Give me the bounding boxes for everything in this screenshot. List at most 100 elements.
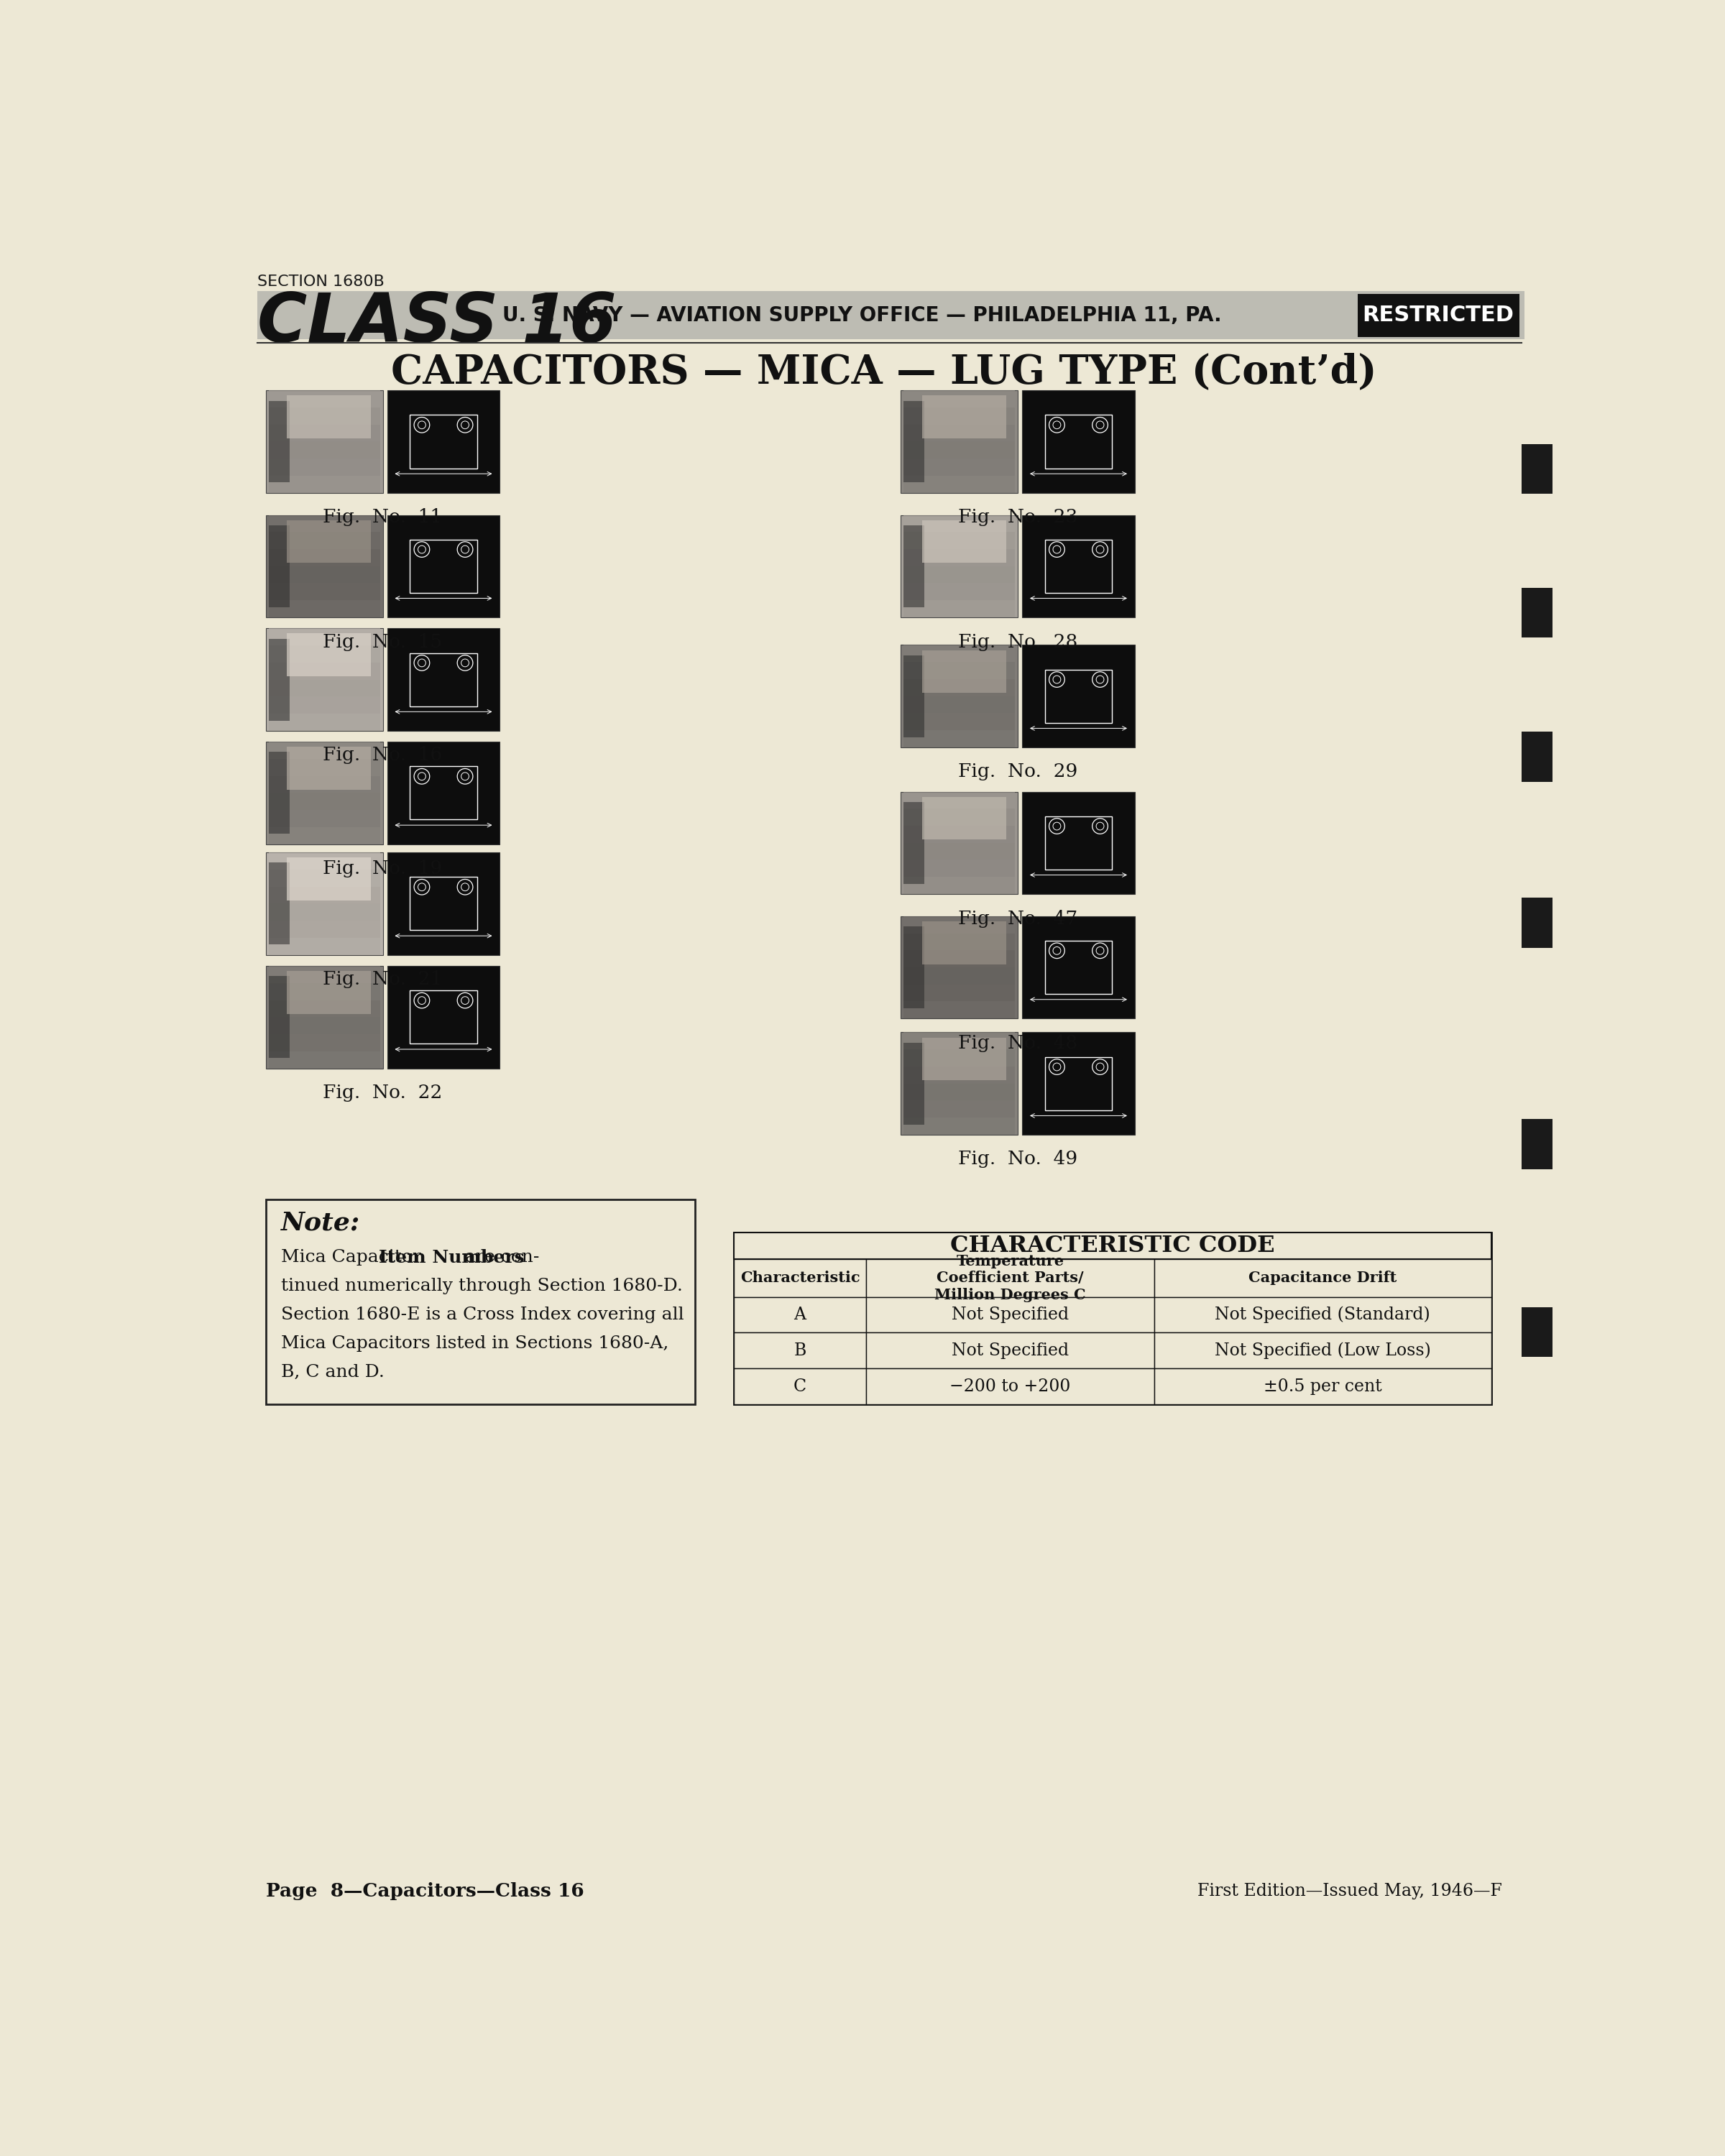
Bar bbox=[733, 1233, 1490, 1259]
Bar bbox=[269, 638, 290, 720]
Text: Page  8—Capacitors—Class 16: Page 8—Capacitors—Class 16 bbox=[266, 1882, 583, 1899]
Bar bbox=[900, 645, 1018, 748]
Text: Characteristic: Characteristic bbox=[740, 1270, 859, 1285]
Bar bbox=[900, 791, 1018, 895]
Text: Mica Capacitors listed in Sections 1680-A,: Mica Capacitors listed in Sections 1680-… bbox=[281, 1335, 669, 1352]
Bar bbox=[904, 582, 1014, 599]
Bar bbox=[286, 520, 371, 563]
Bar bbox=[904, 1067, 1014, 1084]
Bar bbox=[866, 1369, 1154, 1404]
Bar bbox=[386, 515, 500, 617]
Bar bbox=[269, 645, 380, 662]
Bar bbox=[904, 526, 925, 608]
Text: U. S. NAVY — AVIATION SUPPLY OFFICE — PHILADELPHIA 11, PA.: U. S. NAVY — AVIATION SUPPLY OFFICE — PH… bbox=[502, 306, 1221, 326]
Text: CAPACITORS — MICA — LUG TYPE (Cont’d): CAPACITORS — MICA — LUG TYPE (Cont’d) bbox=[392, 351, 1377, 392]
Bar bbox=[269, 550, 380, 567]
Bar bbox=[286, 634, 371, 677]
Bar bbox=[1154, 1259, 1490, 1298]
Text: Fig.  No.  23: Fig. No. 23 bbox=[957, 509, 1078, 526]
Bar bbox=[921, 798, 1006, 839]
Bar bbox=[1023, 916, 1135, 1018]
Bar bbox=[266, 742, 383, 845]
Bar bbox=[1045, 817, 1113, 869]
Bar bbox=[286, 746, 371, 789]
Bar bbox=[904, 927, 925, 1009]
Bar bbox=[269, 759, 380, 776]
Text: Fig.  No.  15: Fig. No. 15 bbox=[323, 634, 442, 651]
Bar bbox=[900, 1033, 1018, 1134]
Bar bbox=[900, 390, 1018, 494]
Text: Temperature
Coefficient Parts/
Million Degrees C: Temperature Coefficient Parts/ Million D… bbox=[935, 1255, 1085, 1302]
Bar bbox=[1023, 515, 1135, 617]
Bar bbox=[904, 714, 1014, 731]
Text: Capacitance Drift: Capacitance Drift bbox=[1249, 1270, 1397, 1285]
Bar bbox=[266, 390, 383, 494]
Bar bbox=[269, 515, 380, 533]
Bar bbox=[269, 442, 380, 459]
Bar bbox=[269, 776, 380, 793]
Bar bbox=[866, 1298, 1154, 1332]
Bar bbox=[269, 852, 380, 869]
Bar bbox=[1521, 897, 1552, 949]
Bar bbox=[386, 852, 500, 955]
Bar bbox=[269, 390, 380, 407]
Bar bbox=[904, 407, 1014, 425]
Bar bbox=[900, 916, 1018, 1018]
Text: Fig.  No.  28: Fig. No. 28 bbox=[957, 634, 1078, 651]
Bar bbox=[904, 515, 1014, 533]
Bar bbox=[411, 414, 478, 468]
Bar bbox=[386, 627, 500, 731]
Bar bbox=[411, 877, 478, 929]
Text: Fig.  No.  16: Fig. No. 16 bbox=[323, 746, 442, 763]
Bar bbox=[269, 425, 380, 442]
Bar bbox=[1521, 444, 1552, 494]
Text: Item Numbers: Item Numbers bbox=[380, 1248, 524, 1266]
Bar bbox=[269, 567, 380, 582]
Text: CLASS 16: CLASS 16 bbox=[257, 291, 616, 356]
Bar bbox=[904, 951, 1014, 968]
Bar bbox=[386, 742, 500, 845]
Bar bbox=[266, 515, 383, 617]
Bar bbox=[269, 662, 380, 679]
Bar bbox=[1521, 589, 1552, 638]
Text: B: B bbox=[794, 1343, 806, 1358]
Bar bbox=[904, 791, 1014, 808]
Bar bbox=[904, 916, 1014, 934]
Bar bbox=[1154, 1332, 1490, 1369]
Text: Fig.  No.  21: Fig. No. 21 bbox=[323, 970, 443, 987]
Text: CHARACTERISTIC CODE: CHARACTERISTIC CODE bbox=[950, 1235, 1275, 1257]
Bar bbox=[866, 1332, 1154, 1369]
Text: Fig.  No.  22: Fig. No. 22 bbox=[323, 1084, 443, 1102]
Bar bbox=[904, 533, 1014, 550]
Bar bbox=[904, 934, 1014, 951]
Bar bbox=[1023, 645, 1135, 748]
Bar bbox=[733, 1298, 866, 1332]
Bar bbox=[269, 862, 290, 944]
Bar bbox=[904, 1117, 1014, 1134]
Bar bbox=[904, 662, 1014, 679]
Bar bbox=[257, 291, 1525, 338]
Bar bbox=[904, 696, 1014, 714]
Bar bbox=[269, 599, 380, 617]
Bar bbox=[286, 970, 371, 1013]
Bar bbox=[904, 1084, 1014, 1100]
Text: B, C and D.: B, C and D. bbox=[281, 1365, 385, 1380]
Text: are con-: are con- bbox=[459, 1248, 540, 1266]
Bar bbox=[266, 1199, 695, 1404]
Bar bbox=[411, 765, 478, 819]
Bar bbox=[904, 802, 925, 884]
Bar bbox=[904, 843, 1014, 860]
Bar bbox=[900, 515, 1018, 617]
Bar bbox=[269, 476, 380, 494]
Bar bbox=[904, 826, 1014, 843]
Bar bbox=[921, 520, 1006, 563]
Text: Fig.  No.  49: Fig. No. 49 bbox=[957, 1149, 1078, 1169]
Bar bbox=[411, 653, 478, 707]
Bar bbox=[904, 731, 1014, 748]
Bar bbox=[1521, 1119, 1552, 1169]
Bar bbox=[1045, 414, 1113, 468]
Bar bbox=[269, 1052, 380, 1069]
Bar bbox=[1045, 940, 1113, 994]
Bar bbox=[269, 1018, 380, 1035]
Bar bbox=[733, 1233, 1490, 1404]
